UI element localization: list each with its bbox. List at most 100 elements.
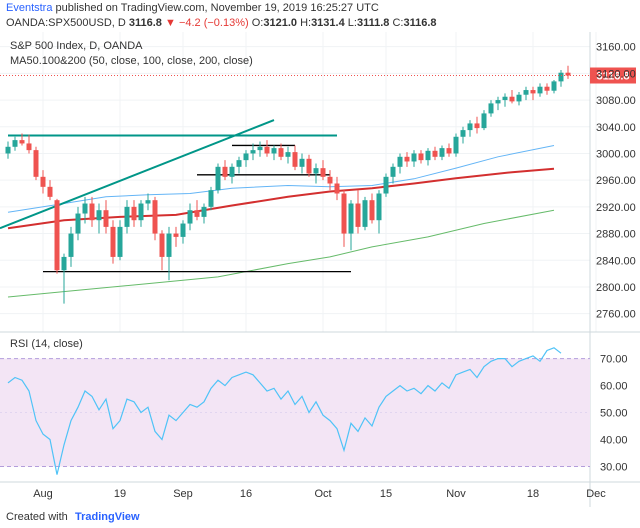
- candle-body: [404, 156, 410, 162]
- candle-body: [292, 152, 298, 167]
- last-price: 3116.8: [128, 17, 162, 29]
- candle-body: [467, 123, 473, 131]
- candle-body: [362, 200, 368, 227]
- rsi-line: [7, 347, 562, 475]
- ma50-line: [7, 145, 555, 213]
- candle-body: [460, 130, 466, 137]
- last-price-tag: [590, 67, 636, 84]
- candle-body: [334, 183, 340, 194]
- candle-body: [26, 143, 32, 151]
- time-tick-label: Dec: [586, 488, 606, 500]
- time-tick-label: 19: [114, 488, 126, 500]
- time-tick-label: 16: [240, 488, 252, 500]
- time-tick-label: Sep: [173, 488, 193, 500]
- candle-body: [516, 94, 522, 102]
- price-tick-label: 3120.00: [596, 68, 636, 80]
- candle-body: [446, 148, 452, 154]
- candle-body: [453, 136, 459, 154]
- rsi-tick-label: 40.00: [600, 435, 628, 447]
- low-label: L:: [347, 17, 357, 29]
- rsi-tick-label: 50.00: [600, 408, 628, 420]
- price-tick-label: 3160.00: [596, 42, 636, 54]
- candle-body: [138, 203, 144, 221]
- candle-body: [250, 150, 256, 154]
- candle-body: [5, 146, 11, 154]
- price-tick-label: 3000.00: [596, 148, 636, 160]
- ma-legend: MA50.100&200 (50, close, 100, close, 200…: [10, 55, 253, 67]
- candle-body: [166, 233, 172, 257]
- candle-body: [229, 166, 235, 177]
- candle-body: [194, 210, 200, 217]
- candle-body: [19, 140, 25, 144]
- price-chart[interactable]: 3116.8 3160.00 3120.00 3080.00 3040.00 3000.…: [0, 32, 640, 507]
- candle-body: [488, 103, 494, 114]
- time-tick-label: Nov: [446, 488, 466, 500]
- price-tick-label: 3040.00: [596, 122, 636, 134]
- ma200-line: [7, 209, 555, 298]
- candle-body: [558, 72, 564, 82]
- candle-body: [33, 150, 39, 177]
- candle-body: [313, 168, 319, 174]
- candle-body: [131, 206, 137, 221]
- ma100-line: [7, 167, 555, 230]
- tradingview-logo[interactable]: TradingView: [75, 511, 140, 523]
- candle-body: [222, 166, 228, 177]
- candle-body: [432, 150, 438, 157]
- candle-body: [369, 200, 375, 221]
- candle-body: [40, 176, 46, 187]
- candle-body: [173, 233, 179, 237]
- published-text: published on TradingView.com, November 1…: [55, 2, 379, 14]
- candle-body: [327, 176, 333, 184]
- price-tick-label: 2800.00: [596, 282, 636, 294]
- candle-body: [215, 166, 221, 191]
- candle-body: [285, 152, 291, 157]
- candle-body: [201, 206, 207, 217]
- rsi-tick-label: 60.00: [600, 381, 628, 393]
- candle-body: [54, 200, 60, 271]
- candle-body: [159, 233, 165, 257]
- candle-body: [530, 90, 536, 94]
- open-value: 3121.0: [263, 17, 297, 29]
- candle-body: [124, 206, 130, 227]
- candle-body: [425, 150, 431, 161]
- candle-body: [355, 203, 361, 227]
- candle-body: [257, 146, 263, 151]
- time-tick-label: Aug: [33, 488, 53, 500]
- symbol: OANDA:SPX500USD, D: [6, 17, 126, 29]
- candle-body: [152, 200, 158, 234]
- candle-body: [110, 226, 116, 257]
- high-value: 3131.4: [311, 17, 345, 29]
- price-tick-label: 3080.00: [596, 95, 636, 107]
- candle-body: [411, 153, 417, 162]
- time-tick-label: Oct: [314, 488, 331, 500]
- candle-body: [565, 72, 571, 76]
- price-change: ▼ −4.2 (−0.13%): [165, 17, 249, 29]
- candle-body: [75, 213, 81, 234]
- candle-body: [61, 256, 67, 271]
- candle-body: [180, 223, 186, 237]
- price-tick-label: 2920.00: [596, 202, 636, 214]
- candle-body: [537, 86, 543, 94]
- close-value: 3116.8: [403, 17, 437, 29]
- candle-body: [12, 140, 18, 147]
- candle-body: [271, 148, 277, 154]
- candle-body: [551, 81, 557, 91]
- author-link[interactable]: Eventstra: [6, 2, 53, 14]
- candle-body: [187, 210, 193, 224]
- candle-body: [474, 123, 480, 129]
- candle-body: [348, 203, 354, 234]
- time-tick-label: 15: [380, 488, 392, 500]
- candle-body: [495, 100, 501, 104]
- candle-body: [481, 113, 487, 129]
- high-label: H:: [300, 17, 312, 29]
- candle-body: [82, 203, 88, 214]
- low-value: 3111.8: [356, 17, 390, 29]
- symbol-info: OANDA:SPX500USD, D 3116.8 ▼ −4.2 (−0.13%…: [6, 17, 437, 29]
- candle-body: [103, 210, 109, 227]
- candle-body: [418, 153, 424, 161]
- last-price-label: 3116.8: [596, 71, 629, 83]
- candle-body: [439, 148, 445, 157]
- candle-body: [264, 146, 270, 154]
- price-tick-label: 2840.00: [596, 255, 636, 267]
- candle-body: [243, 153, 249, 161]
